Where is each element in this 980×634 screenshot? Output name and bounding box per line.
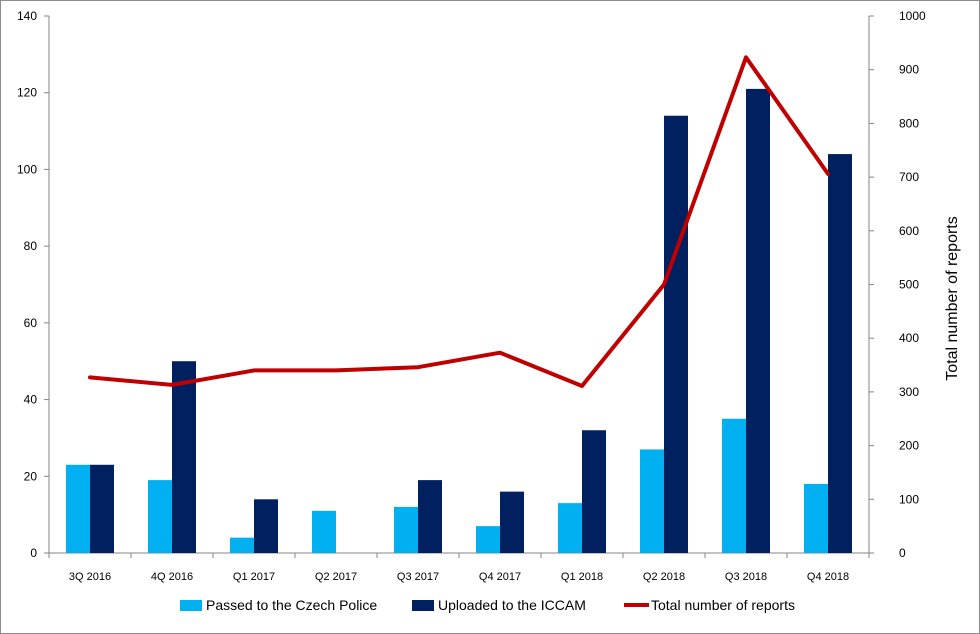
x-tick-label: Q4 2018 <box>807 571 849 583</box>
right-tick-label: 200 <box>899 439 919 453</box>
bar-czech-police <box>640 449 664 553</box>
legend: Passed to the Czech Police Uploaded to th… <box>180 597 795 613</box>
legend-item-iccam-swatch <box>412 600 434 611</box>
bar-czech-police <box>558 503 582 553</box>
x-tick-label: 4Q 2016 <box>151 571 193 583</box>
right-axis-title: Total number of reports <box>944 216 961 381</box>
bar-iccam <box>500 491 524 553</box>
bar-iccam <box>418 480 442 553</box>
legend-item-czech-police-swatch <box>180 600 202 611</box>
bar-czech-police <box>476 526 500 553</box>
left-tick-label: 100 <box>17 162 37 176</box>
bar-czech-police <box>312 510 336 553</box>
left-tick-label: 0 <box>30 546 37 560</box>
x-tick-label: Q1 2017 <box>233 571 275 583</box>
line-group <box>88 55 830 388</box>
right-tick-label: 0 <box>899 546 906 560</box>
x-tick-label: Q1 2018 <box>561 571 603 583</box>
legend-item-czech-police-label: Passed to the Czech Police <box>206 597 377 613</box>
x-tick-label: Q2 2018 <box>643 571 685 583</box>
tick-labels-group: 0 20 40 60 80 100 120 140 0 100 200 300 400 500 600 700… <box>17 9 926 583</box>
left-tick-label: 60 <box>24 316 38 330</box>
bar-czech-police <box>148 480 172 553</box>
right-tick-label: 1000 <box>899 9 926 23</box>
right-tick-label: 900 <box>899 63 919 77</box>
right-tick-label: 300 <box>899 385 919 399</box>
bar-iccam <box>828 154 852 554</box>
bar-czech-police <box>66 464 90 553</box>
right-tick-label: 700 <box>899 170 919 184</box>
x-tick-label: Q3 2018 <box>725 571 767 583</box>
left-tick-label: 80 <box>24 239 38 253</box>
x-tick-label: Q3 2017 <box>397 571 439 583</box>
bar-iccam <box>254 499 278 553</box>
left-tick-label: 140 <box>17 9 37 23</box>
bar-iccam <box>664 115 688 553</box>
line-total-reports <box>88 55 830 388</box>
right-tick-label: 600 <box>899 224 919 238</box>
left-tick-label: 120 <box>17 86 37 100</box>
right-tick-label: 400 <box>899 331 919 345</box>
right-tick-label: 500 <box>899 278 919 292</box>
bar-czech-police <box>230 537 254 553</box>
left-tick-label: 20 <box>24 469 38 483</box>
bar-czech-police <box>722 418 746 553</box>
right-tick-label: 800 <box>899 116 919 130</box>
left-tick-label: 40 <box>24 393 38 407</box>
bar-iccam <box>582 430 606 553</box>
right-tick-label: 100 <box>899 492 919 506</box>
x-tick-label: Q2 2017 <box>315 571 357 583</box>
bars-group <box>66 88 852 554</box>
bar-iccam <box>746 88 770 553</box>
bar-iccam <box>172 361 196 553</box>
legend-item-total-reports-label: Total number of reports <box>651 597 795 613</box>
x-tick-label: Q4 2017 <box>479 571 521 583</box>
legend-item-iccam-label: Uploaded to the ICCAM <box>438 597 586 613</box>
bar-iccam <box>90 464 114 553</box>
bar-czech-police <box>394 506 418 553</box>
bar-czech-police <box>804 483 828 553</box>
x-tick-label: 3Q 2016 <box>69 571 111 583</box>
